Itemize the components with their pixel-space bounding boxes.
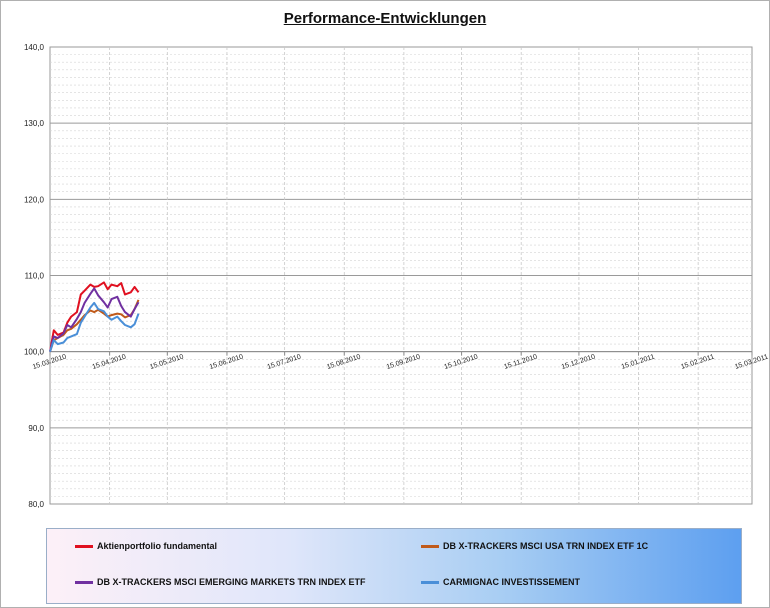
legend-item-carmignac: CARMIGNAC INVESTISSEMENT — [421, 577, 580, 587]
legend: Aktienportfolio fundamental DB X-TRACKER… — [46, 528, 742, 604]
legend-label-msci-em: DB X-TRACKERS MSCI EMERGING MARKETS TRN … — [97, 577, 366, 587]
legend-label-aktienportfolio: Aktienportfolio fundamental — [97, 541, 217, 551]
y-tick-label: 130,0 — [24, 119, 45, 128]
grid-layer — [49, 46, 753, 505]
y-tick-label: 80,0 — [28, 500, 44, 509]
legend-item-msci-em: DB X-TRACKERS MSCI EMERGING MARKETS TRN … — [75, 577, 366, 587]
y-tick-label: 100,0 — [24, 348, 45, 357]
legend-swatch-carmignac — [421, 580, 439, 584]
series-line-2 — [49, 287, 140, 352]
series-layer — [49, 281, 140, 353]
series-line-3 — [49, 301, 140, 353]
legend-item-aktienportfolio: Aktienportfolio fundamental — [75, 541, 217, 551]
y-tick-label: 90,0 — [28, 424, 44, 433]
legend-swatch-aktienportfolio — [75, 544, 93, 548]
series-line-1 — [49, 299, 140, 353]
legend-label-msci-usa: DB X-TRACKERS MSCI USA TRN INDEX ETF 1C — [443, 541, 649, 551]
legend-swatch-msci-usa — [421, 544, 439, 548]
chart-title: Performance-Entwicklungen — [283, 10, 487, 27]
legend-item-msci-usa: DB X-TRACKERS MSCI USA TRN INDEX ETF 1C — [421, 541, 648, 551]
legend-label-carmignac: CARMIGNAC INVESTISSEMENT — [443, 577, 581, 587]
legend-swatch-msci-em — [75, 580, 93, 584]
y-tick-label: 140,0 — [24, 43, 45, 52]
axis-layer — [49, 351, 753, 356]
y-tick-label: 110,0 — [25, 272, 45, 281]
y-tick-label: 120,0 — [24, 195, 45, 204]
